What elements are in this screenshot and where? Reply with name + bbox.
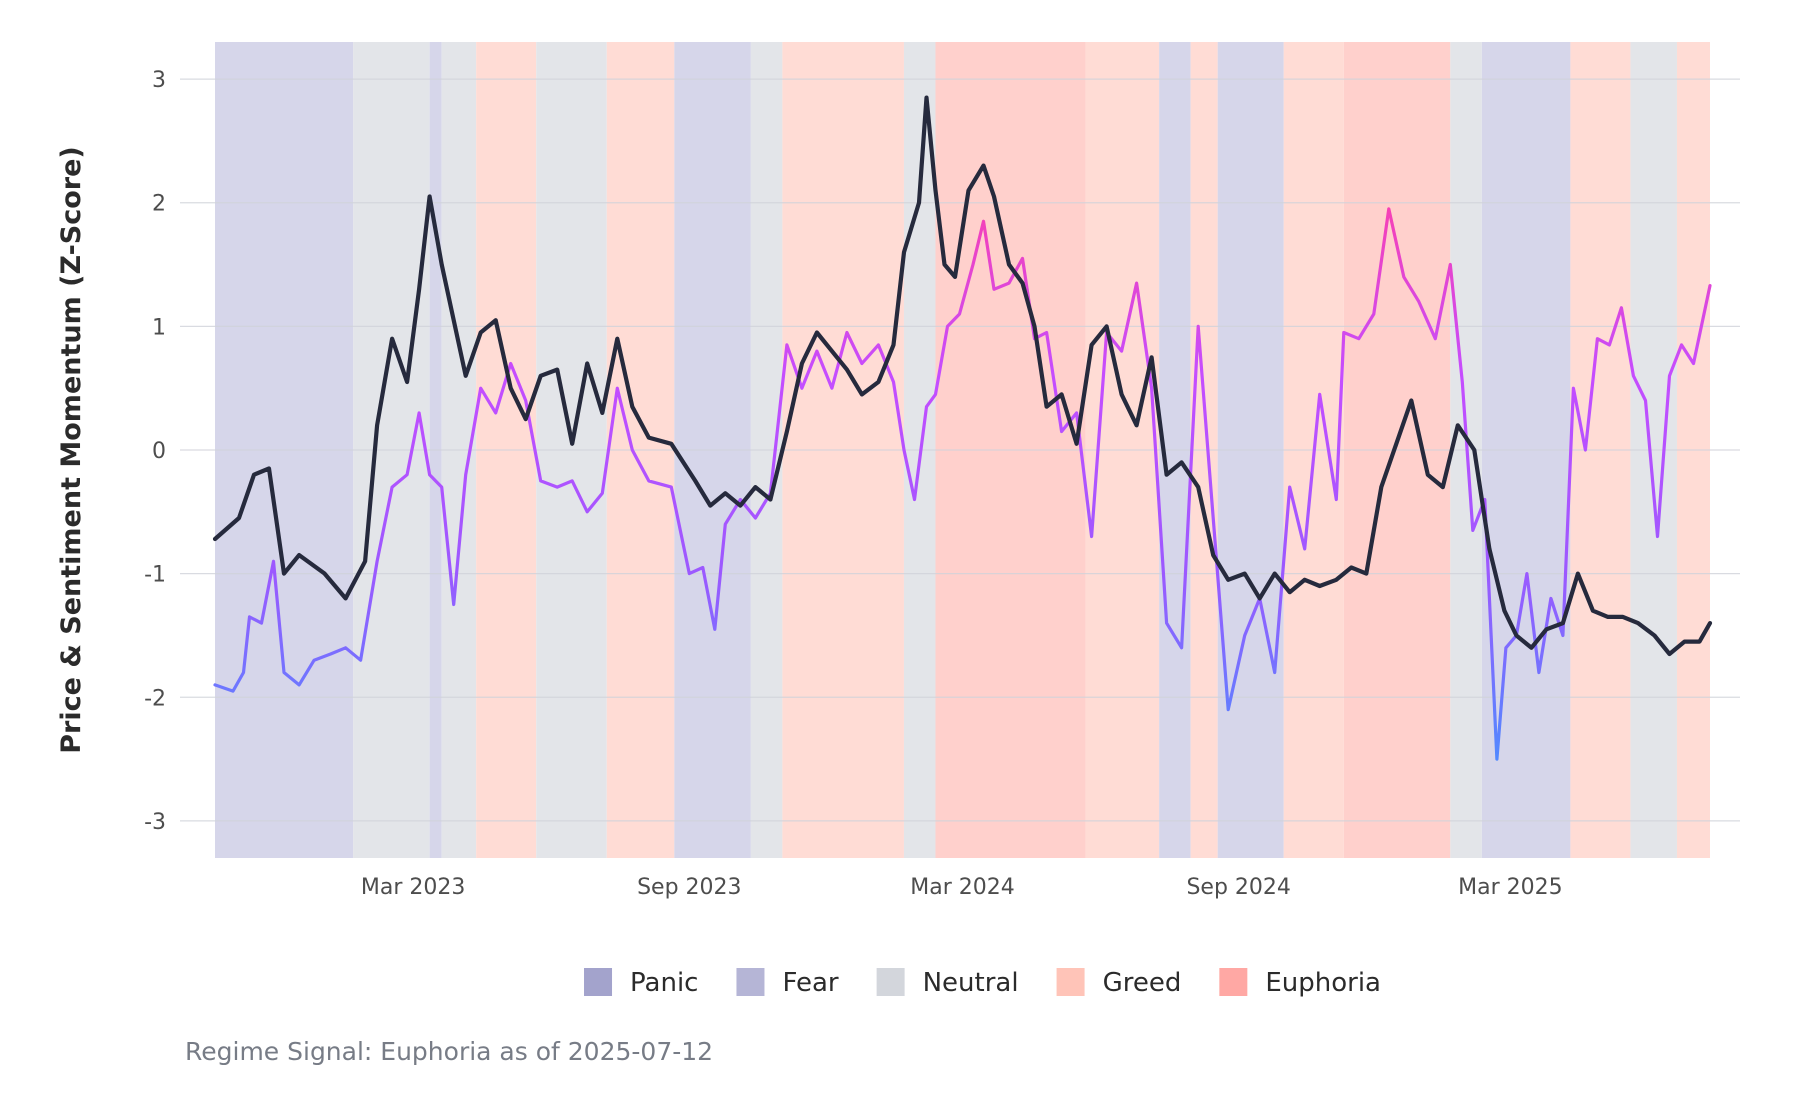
legend: Panic Fear Neutral Greed Euphoria (584, 968, 1381, 998)
x-tick-label: Mar 2023 (361, 875, 466, 900)
y-axis-label: Price & Sentiment Momentum (Z-Score) (56, 146, 87, 754)
grid-lines (180, 78, 1740, 822)
y-tick-label: 3 (152, 68, 166, 93)
y-tick-label: 0 (152, 439, 166, 464)
legend-label-fear: Fear (782, 968, 838, 998)
price-momentum-line (212, 95, 1713, 657)
x-axis: Mar 2023 Sep 2023 Mar 2024 Sep 2024 Mar 2025 (361, 875, 1563, 900)
x-tick-label: Sep 2024 (1186, 875, 1290, 900)
x-tick-label: Mar 2025 (1458, 875, 1563, 900)
x-tick-label: Sep 2023 (637, 875, 741, 900)
regime-signal-caption: Regime Signal: Euphoria as of 2025-07-12 (185, 1037, 713, 1066)
legend-label-euphoria: Euphoria (1265, 968, 1381, 998)
legend-label-greed: Greed (1103, 968, 1182, 998)
y-tick-label: -1 (144, 563, 166, 588)
legend-swatch-fear (736, 968, 765, 996)
legend-label-neutral: Neutral (923, 968, 1019, 998)
y-tick-label: 2 (152, 192, 166, 217)
legend-swatch-greed (1056, 968, 1085, 996)
y-tick-label: -3 (144, 810, 166, 835)
series-lines (212, 95, 1713, 761)
y-tick-label: 1 (152, 315, 166, 340)
sentiment-momentum-line (213, 207, 1712, 761)
x-tick-label: Mar 2024 (910, 875, 1015, 900)
legend-swatch-euphoria (1219, 968, 1248, 996)
legend-label-panic: Panic (630, 968, 698, 998)
y-tick-label: -2 (144, 686, 166, 711)
y-axis: 3 2 1 0 -1 -2 -3 (144, 68, 166, 835)
legend-swatch-neutral (876, 968, 905, 996)
legend-swatch-panic (584, 968, 613, 996)
